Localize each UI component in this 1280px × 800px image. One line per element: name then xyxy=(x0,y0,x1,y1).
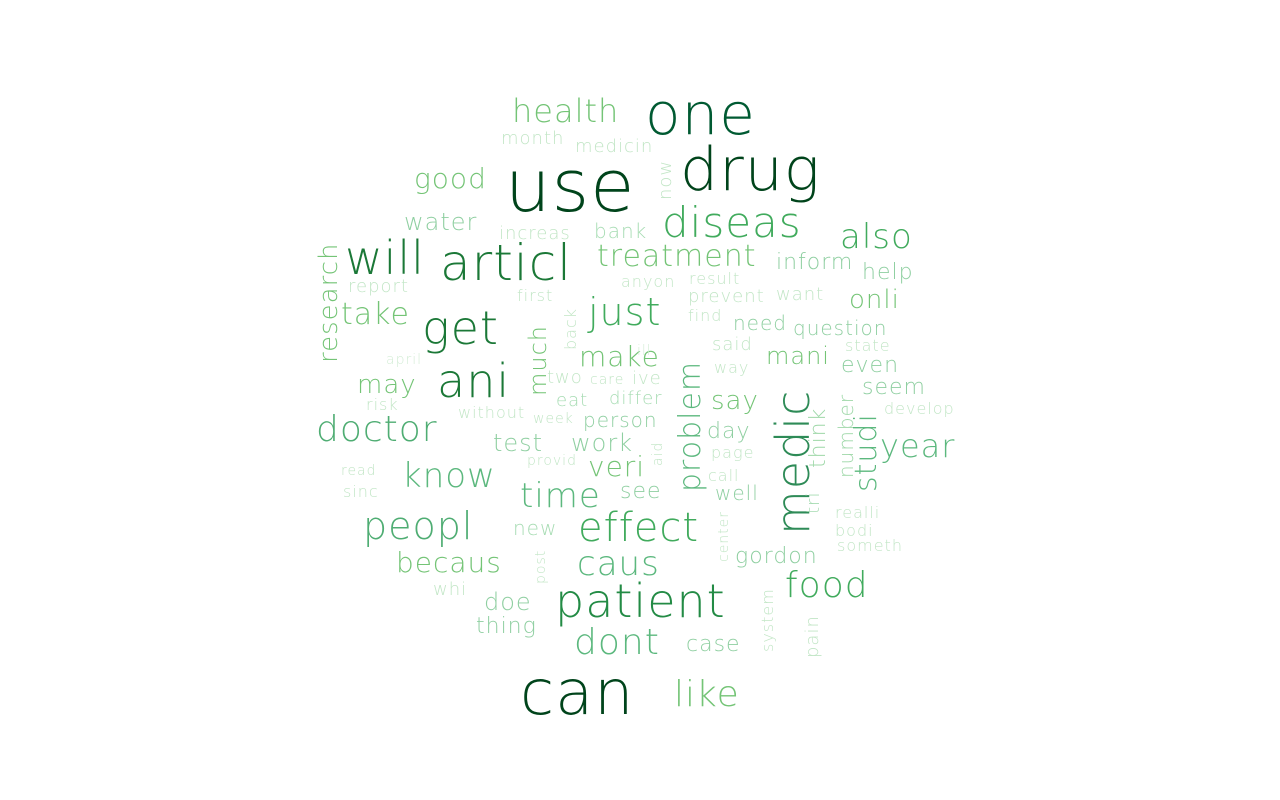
word-doctor: doctor xyxy=(316,409,438,450)
word-eat: eat xyxy=(556,390,589,411)
word-prevent: prevent xyxy=(688,286,765,307)
word-articl: articl xyxy=(440,234,573,292)
word-develop: develop xyxy=(884,399,955,418)
word-thing: thing xyxy=(476,614,537,639)
word-medicin: medicin xyxy=(575,136,654,157)
word-dont: dont xyxy=(574,622,660,663)
word-diseas: diseas xyxy=(662,198,802,247)
word-water: water xyxy=(404,208,478,236)
word-call: call xyxy=(708,466,740,485)
word-bodi: bodi xyxy=(835,521,874,540)
word-differ: differ xyxy=(609,388,663,409)
word-someth: someth xyxy=(837,536,903,555)
word-caus: caus xyxy=(577,544,660,584)
word-becaus: becaus xyxy=(396,546,502,579)
word-first: first xyxy=(517,286,554,305)
word-peopl: peopl xyxy=(363,504,474,548)
word-also: also xyxy=(840,217,913,257)
word-research: research xyxy=(314,242,344,363)
word-april: april xyxy=(386,352,423,368)
word-day: day xyxy=(707,419,751,444)
word-two: two xyxy=(547,367,583,388)
word-aid: aid xyxy=(650,441,666,466)
word-without: without xyxy=(458,403,526,422)
word-result: result xyxy=(689,269,741,288)
word-one: one xyxy=(645,80,756,148)
word-good: good xyxy=(414,162,487,195)
word-ive: ive xyxy=(632,368,662,389)
word-sinc: sinc xyxy=(343,482,379,501)
word-onli: onli xyxy=(849,285,900,315)
word-provid: provid xyxy=(527,453,577,469)
word-year: year xyxy=(880,427,956,465)
word-question: question xyxy=(793,316,888,340)
word-ill: ill xyxy=(637,343,652,359)
word-page: page xyxy=(711,443,755,462)
word-system: system xyxy=(758,588,777,652)
word-think: think xyxy=(806,407,831,468)
word-week: week xyxy=(533,411,574,427)
word-health: health xyxy=(512,92,620,130)
word-even: even xyxy=(841,353,900,378)
word-veri: veri xyxy=(588,450,646,483)
word-whi: whi xyxy=(433,579,468,600)
word-now: now xyxy=(655,159,676,200)
word-realli: realli xyxy=(835,503,881,522)
word-well: well xyxy=(715,481,759,505)
word-center: center xyxy=(716,510,732,562)
word-seem: seem xyxy=(862,375,926,400)
word-inform: inform xyxy=(776,250,854,275)
word-time: time xyxy=(520,476,601,516)
word-drug: drug xyxy=(680,135,821,205)
word-work: work xyxy=(571,429,634,457)
word-state: state xyxy=(845,336,891,355)
word-help: help xyxy=(862,260,914,285)
word-case: case xyxy=(686,632,741,657)
word-take: take xyxy=(341,297,410,332)
word-bank: bank xyxy=(594,219,648,243)
word-increas: increas xyxy=(499,223,571,244)
word-treatment: treatment xyxy=(597,239,757,274)
word-tri: tri xyxy=(803,491,824,514)
word-post: post xyxy=(533,549,549,584)
word-report: report xyxy=(348,276,409,297)
word-risk: risk xyxy=(366,395,399,414)
word-effect: effect xyxy=(578,505,700,551)
word-need: need xyxy=(733,311,787,335)
word-make: make xyxy=(579,340,660,373)
word-may: may xyxy=(357,370,417,400)
word-will: will xyxy=(345,231,425,285)
word-use: use xyxy=(505,144,636,228)
word-ani: ani xyxy=(437,354,511,408)
word-month: month xyxy=(501,128,565,149)
word-get: get xyxy=(422,301,499,355)
word-new: new xyxy=(513,516,558,540)
word-know: know xyxy=(402,456,496,496)
word-gordon: gordon xyxy=(735,544,818,569)
word-said: said xyxy=(712,334,753,355)
word-read: read xyxy=(341,463,377,479)
word-patient: patient xyxy=(555,574,726,628)
word-find: find xyxy=(688,306,723,325)
word-just: just xyxy=(588,290,662,334)
word-anyon: anyon xyxy=(621,272,676,291)
word-doe: doe xyxy=(484,588,532,616)
word-food: food xyxy=(785,565,869,606)
word-see: see xyxy=(620,479,662,504)
word-back: back xyxy=(561,307,580,350)
word-care: care xyxy=(590,372,625,388)
word-want: want xyxy=(776,284,825,305)
word-number: number xyxy=(834,393,858,478)
word-way: way xyxy=(714,358,750,377)
word-pain: pain xyxy=(802,615,823,658)
word-test: test xyxy=(493,429,544,457)
word-can: can xyxy=(520,656,635,729)
word-person: person xyxy=(583,408,658,432)
word-like: like xyxy=(674,674,740,715)
word-mani: mani xyxy=(766,342,830,370)
word-say: say xyxy=(711,386,759,416)
word-problem: problem xyxy=(673,360,708,492)
